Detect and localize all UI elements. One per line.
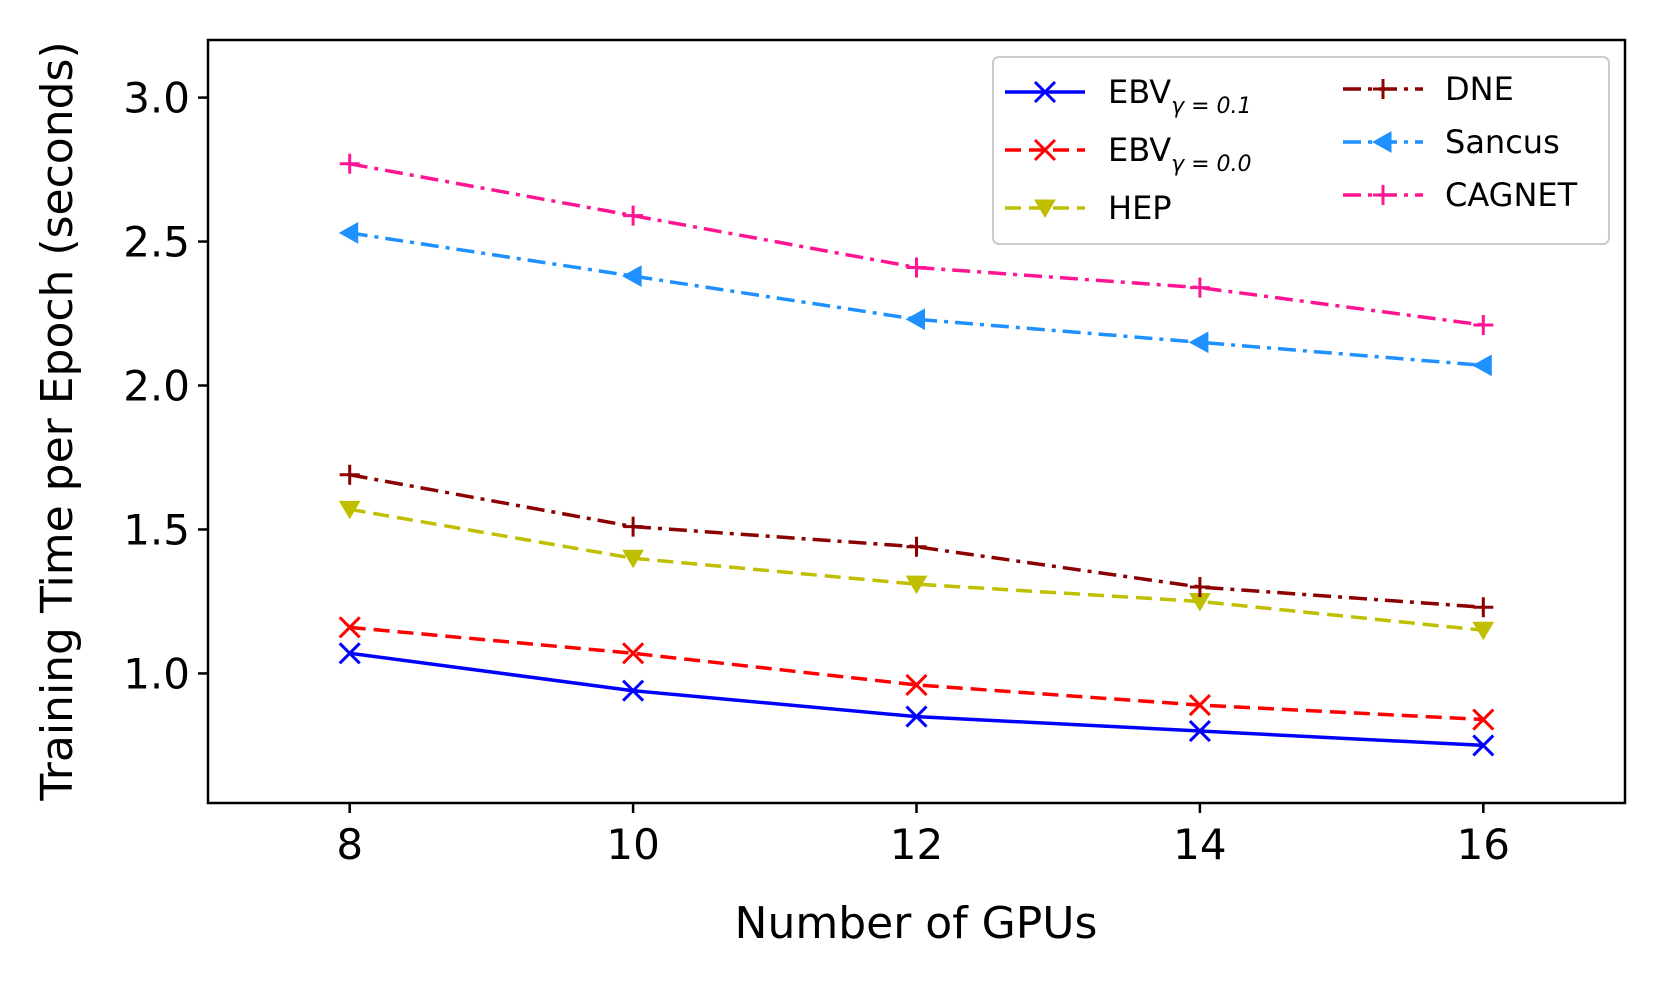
data-point xyxy=(906,257,927,278)
legend-item: EBVγ = 0.1 xyxy=(1005,73,1252,119)
data-point xyxy=(1188,331,1209,354)
legend-item: DNE xyxy=(1343,70,1514,108)
y-axis-label: Training Time per Epoch (seconds) xyxy=(32,41,83,801)
data-point xyxy=(338,500,361,520)
data-point xyxy=(905,308,925,331)
y-tick-label: 2.0 xyxy=(123,362,190,411)
data-point xyxy=(622,265,642,287)
series-line xyxy=(349,625,1484,722)
data-point xyxy=(622,679,645,702)
data-point xyxy=(622,642,645,665)
data-point xyxy=(1188,694,1211,717)
legend-marker xyxy=(1033,80,1057,104)
data-point xyxy=(1472,621,1495,641)
legend-item: HEP xyxy=(1005,189,1172,227)
legend-label: EBVγ = 0.0 xyxy=(1108,131,1252,177)
data-point xyxy=(1473,315,1494,336)
legend-marker xyxy=(1373,79,1393,99)
x-tick-label: 10 xyxy=(606,820,659,869)
series-cagnet xyxy=(339,153,1494,336)
legend-label: HEP xyxy=(1108,189,1172,227)
data-point xyxy=(1472,734,1495,757)
series-line xyxy=(349,473,1484,609)
legend: EBVγ = 0.1 EBVγ = 0.0 HEP DNE Sancus CAGNET xyxy=(992,56,1610,245)
data-point xyxy=(905,705,928,728)
x-axis-label: Number of GPUs xyxy=(735,898,1098,949)
legend-marker xyxy=(1373,185,1393,205)
legend-label: Sancus xyxy=(1445,123,1560,161)
data-point xyxy=(1189,577,1210,598)
legend-marker xyxy=(1034,199,1056,218)
data-point xyxy=(339,153,360,174)
legend-label: EBVγ = 0.1 xyxy=(1108,73,1252,119)
data-point xyxy=(622,549,644,569)
chart-marks xyxy=(338,153,1495,757)
data-point xyxy=(905,575,928,595)
data-point xyxy=(1189,277,1210,298)
axes: 8 10 12 14 16 1.0 1.5 2.0 2.5 3.0 xyxy=(123,74,1510,869)
x-tick-label: 8 xyxy=(336,820,363,869)
series-line xyxy=(349,507,1484,632)
data-point xyxy=(1472,354,1492,377)
data-point xyxy=(623,205,644,226)
legend-item: Sancus xyxy=(1343,123,1560,161)
legend-label: CAGNET xyxy=(1445,176,1578,214)
series-ebv-0 xyxy=(338,642,1495,757)
legend-box xyxy=(992,56,1610,245)
data-point xyxy=(338,222,359,244)
data-point xyxy=(1472,708,1495,731)
y-tick-label: 3.0 xyxy=(123,74,190,123)
y-tick-label: 2.5 xyxy=(123,218,190,267)
legend-item: CAGNET xyxy=(1343,176,1578,214)
x-tick-label: 12 xyxy=(890,820,943,869)
series-dne xyxy=(339,464,1494,618)
data-point xyxy=(623,516,644,537)
series-hep xyxy=(338,500,1495,641)
x-tick-label: 16 xyxy=(1457,820,1510,869)
legend-item: EBVγ = 0.0 xyxy=(1005,131,1252,177)
legend-marker xyxy=(1371,131,1392,153)
y-tick-label: 1.5 xyxy=(123,505,190,554)
data-point xyxy=(906,536,927,557)
legend-label: DNE xyxy=(1445,70,1514,108)
y-tick-label: 1.0 xyxy=(123,649,190,698)
series-ebv-1 xyxy=(338,616,1495,731)
data-point xyxy=(905,673,928,697)
legend-marker xyxy=(1033,138,1057,162)
data-point xyxy=(339,464,360,485)
data-point xyxy=(338,642,361,665)
x-tick-label: 14 xyxy=(1173,820,1226,869)
data-point xyxy=(1188,719,1211,743)
series-sancus xyxy=(338,222,1492,377)
series-line xyxy=(349,231,1484,368)
data-point xyxy=(1473,597,1494,618)
data-point xyxy=(338,616,361,639)
